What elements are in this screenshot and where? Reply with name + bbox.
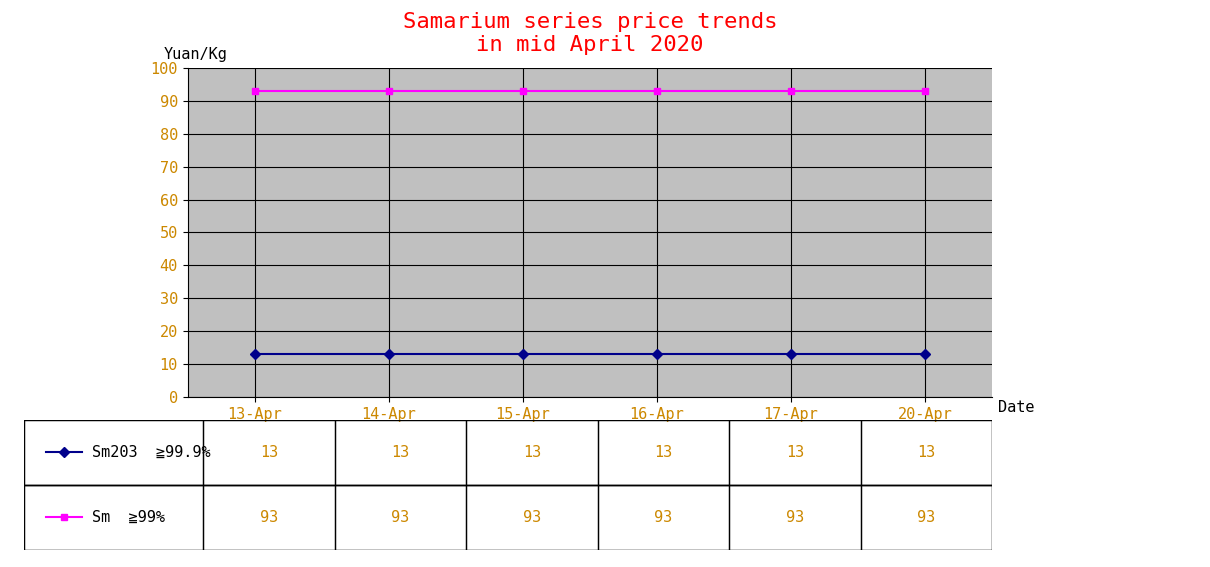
Text: Yuan/Kg: Yuan/Kg [163, 48, 227, 62]
Bar [598, 420, 730, 485]
Text: 93: 93 [523, 510, 541, 525]
Bar [24, 485, 203, 550]
Bar [24, 420, 992, 485]
Bar [860, 420, 992, 485]
Text: 13: 13 [523, 445, 541, 460]
Text: 13: 13 [655, 445, 673, 460]
Bar [203, 420, 335, 485]
Bar [730, 420, 860, 485]
Text: 93: 93 [655, 510, 673, 525]
Bar [335, 420, 466, 485]
Bar [24, 485, 992, 550]
Bar [466, 420, 598, 485]
Bar [598, 485, 730, 550]
Text: 93: 93 [785, 510, 805, 525]
Bar [860, 485, 992, 550]
Text: Sm203  ≧99.9%: Sm203 ≧99.9% [92, 445, 211, 460]
Text: 93: 93 [917, 510, 935, 525]
Bar [466, 485, 598, 550]
Text: 13: 13 [260, 445, 278, 460]
Title: Samarium series price trends
in mid April 2020: Samarium series price trends in mid Apri… [403, 12, 777, 56]
Text: Sm  ≧99%: Sm ≧99% [92, 510, 166, 525]
Text: 13: 13 [917, 445, 935, 460]
Bar [335, 485, 466, 550]
Bar [24, 420, 203, 485]
Bar [203, 485, 335, 550]
Text: 13: 13 [391, 445, 410, 460]
Text: 93: 93 [260, 510, 278, 525]
Text: 93: 93 [391, 510, 410, 525]
Text: 13: 13 [785, 445, 805, 460]
Text: Date: Date [998, 400, 1035, 414]
Bar [730, 485, 860, 550]
